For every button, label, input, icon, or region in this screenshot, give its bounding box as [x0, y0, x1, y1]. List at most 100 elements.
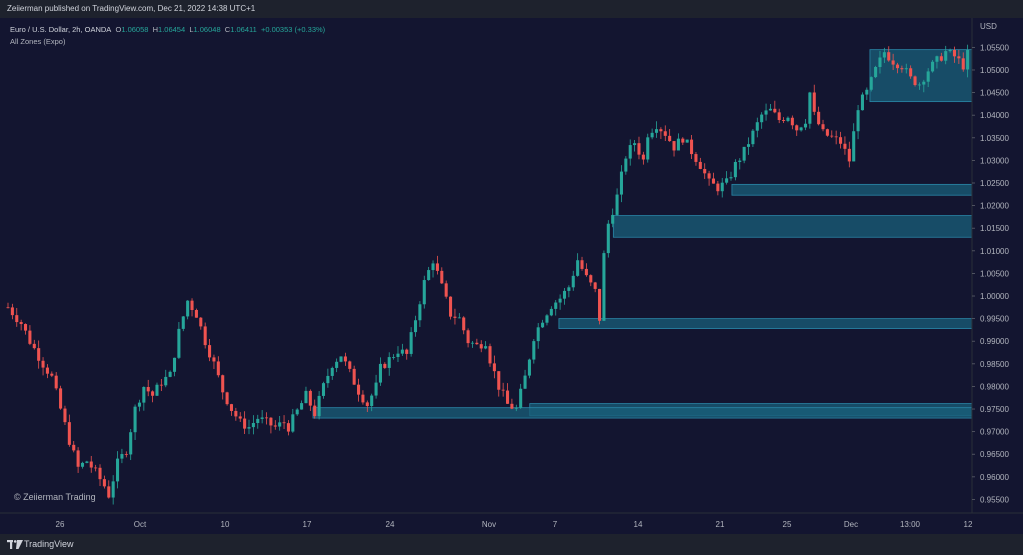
candle: [300, 400, 304, 410]
x-tick-label: 12: [964, 520, 973, 529]
zone-0[interactable]: [869, 49, 973, 103]
candle: [646, 133, 650, 163]
candle: [803, 118, 808, 131]
candle: [541, 319, 545, 328]
y-tick-label: 0.99500: [980, 315, 1009, 324]
candle: [536, 323, 540, 349]
candle: [663, 125, 667, 142]
x-tick-label: Oct: [134, 520, 147, 529]
candle: [944, 45, 948, 65]
candle: [313, 399, 317, 419]
candle: [330, 366, 334, 380]
indicator-name[interactable]: All Zones (Expo): [10, 37, 66, 46]
candle: [28, 325, 32, 346]
candle: [935, 55, 939, 69]
candle: [527, 358, 531, 379]
candle: [216, 356, 220, 378]
candle: [186, 300, 190, 320]
candle: [32, 339, 36, 350]
candle: [782, 117, 786, 123]
candle: [558, 294, 562, 310]
candle: [505, 383, 510, 404]
candle: [497, 371, 501, 397]
candle: [383, 362, 387, 370]
y-tick-label: 0.96500: [980, 450, 1009, 459]
candle: [251, 415, 255, 435]
candle: [895, 62, 900, 74]
candle: [611, 208, 615, 228]
candle: [619, 165, 623, 203]
candle: [913, 75, 917, 87]
candle: [786, 116, 790, 123]
candle: [54, 372, 58, 391]
y-tick-label: 1.04500: [980, 89, 1009, 98]
candle: [339, 356, 343, 363]
candle: [839, 131, 843, 149]
zone-5[interactable]: [312, 407, 973, 419]
candle: [269, 417, 273, 434]
candle: [243, 411, 247, 435]
candle: [698, 157, 702, 170]
candle: [396, 346, 400, 363]
price-axis-bg: [972, 18, 1023, 534]
close-value: 1.06411: [230, 25, 257, 34]
candle: [795, 124, 799, 136]
candle: [374, 374, 378, 399]
candle: [59, 385, 63, 410]
candle: [357, 378, 361, 402]
candle: [335, 358, 339, 373]
candle: [668, 129, 672, 142]
currency-label: USD: [980, 22, 997, 31]
candle: [435, 255, 439, 275]
candle: [856, 104, 860, 140]
candle: [961, 52, 965, 72]
candle: [422, 275, 426, 309]
candle: [685, 139, 689, 143]
y-tick-label: 1.01500: [980, 224, 1009, 233]
candle: [168, 370, 172, 378]
y-tick-label: 0.98500: [980, 360, 1009, 369]
candle: [549, 306, 553, 317]
candle: [409, 327, 413, 357]
zone-1[interactable]: [731, 183, 973, 196]
y-tick-label: 0.96000: [980, 473, 1009, 482]
candle: [151, 390, 155, 403]
candle: [633, 140, 637, 152]
candle: [98, 464, 102, 486]
candle: [203, 322, 207, 349]
candle: [172, 357, 177, 377]
x-tick-label: 14: [634, 520, 643, 529]
price-chart[interactable]: USD 1.05500 1.05000 1.04500 1.04000 1.03500 1.…: [0, 18, 1023, 534]
candle: [900, 65, 904, 73]
candle: [155, 382, 159, 396]
candle: [111, 475, 115, 505]
candle: [966, 44, 970, 78]
zone-3[interactable]: [558, 318, 973, 329]
y-tick-label: 0.99000: [980, 337, 1009, 346]
candle: [746, 137, 751, 155]
candle: [72, 441, 76, 453]
candle: [449, 296, 453, 320]
candle: [247, 419, 251, 435]
candle: [326, 368, 330, 388]
candle: [501, 382, 505, 397]
candle: [308, 389, 312, 411]
candle: [909, 65, 913, 79]
x-tick-label: 13:00: [900, 520, 921, 529]
candle: [931, 59, 935, 73]
candle: [821, 119, 825, 132]
candle: [654, 121, 659, 138]
candle: [137, 399, 141, 412]
candle: [159, 378, 163, 392]
y-tick-label: 1.00500: [980, 269, 1009, 278]
candle: [624, 156, 628, 175]
candle: [45, 364, 49, 379]
candle: [874, 65, 878, 79]
zone-2[interactable]: [612, 215, 973, 238]
candle: [817, 106, 821, 126]
chart-background: [0, 18, 1023, 534]
candle: [80, 461, 85, 469]
tradingview-logo-icon: [7, 540, 23, 549]
candle: [843, 136, 847, 155]
chart-area[interactable]: USD 1.05500 1.05000 1.04500 1.04000 1.03500 1.…: [0, 18, 1023, 534]
